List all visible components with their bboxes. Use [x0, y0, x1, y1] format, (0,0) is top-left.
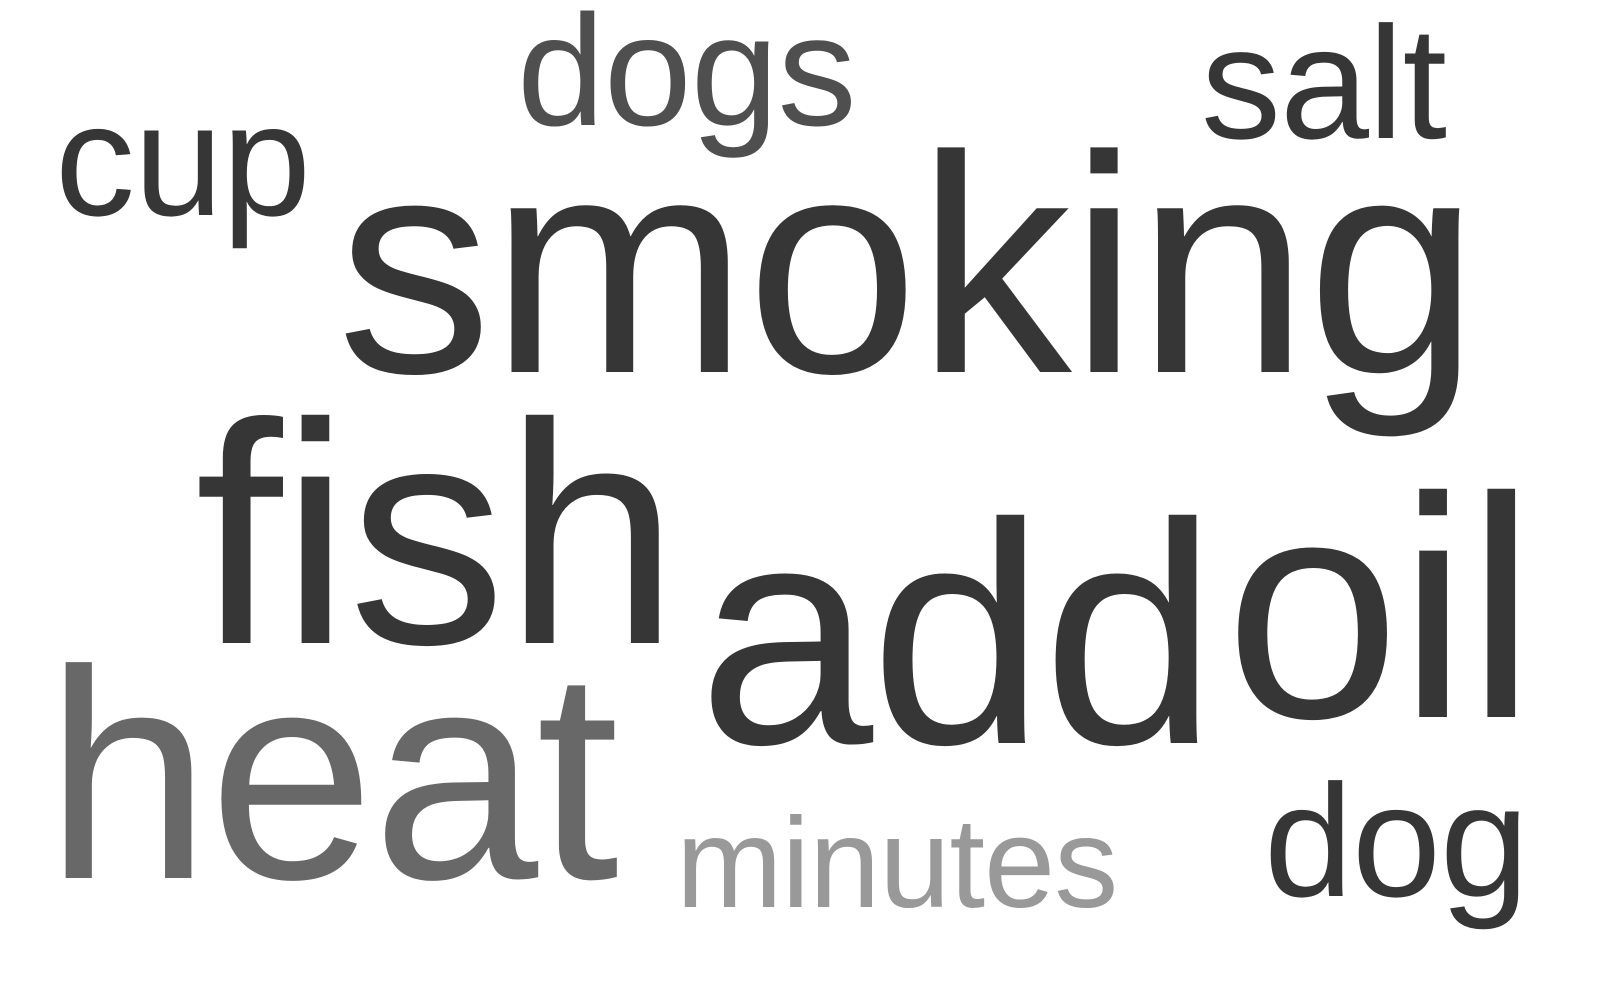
- word-salt: salt: [1201, 0, 1447, 172]
- word-dog: dog: [1264, 751, 1529, 930]
- word-fish: fish: [195, 358, 679, 710]
- word-oil: oil: [1225, 432, 1536, 784]
- word-cup: cup: [55, 70, 311, 249]
- word-heat: heat: [45, 609, 619, 942]
- word-add: add: [698, 458, 1218, 810]
- word-smoking: smoking: [337, 91, 1479, 438]
- word-minutes: minutes: [676, 792, 1118, 935]
- word-dogs: dogs: [517, 0, 857, 159]
